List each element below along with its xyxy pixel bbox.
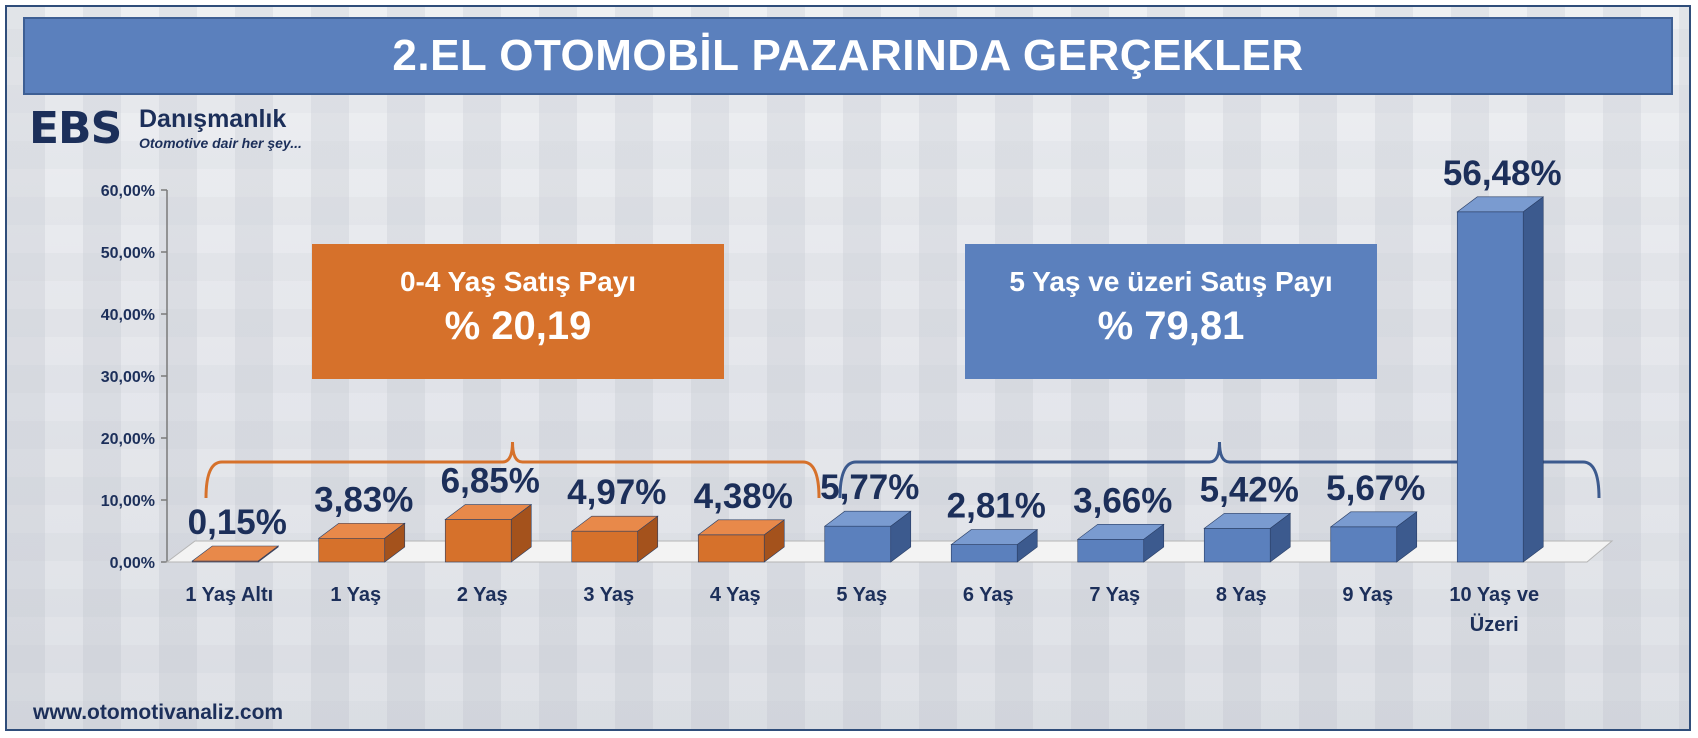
- x-tick-label: 9 Yaş: [1342, 584, 1393, 606]
- data-label: 4,97%: [567, 473, 666, 512]
- data-label: 3,83%: [314, 480, 413, 519]
- bar: [317, 522, 406, 563]
- y-tick-label: 30,00%: [101, 369, 155, 386]
- bar-front: [571, 530, 639, 563]
- bar: [1456, 196, 1545, 563]
- chart-title: 2.EL OTOMOBİL PAZARINDA GERÇEKLER: [392, 31, 1304, 80]
- chart-frame: 2.EL OTOMOBİL PAZARINDA GERÇEKLER EBS Da…: [5, 5, 1691, 731]
- logo-tagline: Otomotive dair her şey...: [139, 135, 302, 151]
- bar: [1203, 512, 1292, 563]
- bar-side: [637, 515, 659, 563]
- bar-chart: 0,00% 10,00% 20,00% 30,00% 40,00% 50,00% 60,00…: [101, 154, 1614, 636]
- bar: [444, 503, 533, 563]
- group-box-5-plus: 5 Yaş ve üzeri Satış Payı % 79,81: [965, 244, 1377, 379]
- group-label-0-4: 0-4 Yaş Satış Payı: [399, 266, 637, 297]
- group-box-0-4: 0-4 Yaş Satış Payı % 20,19: [312, 244, 724, 379]
- data-label: 0,15%: [188, 503, 287, 542]
- data-label: 56,48%: [1443, 154, 1562, 193]
- bar: [1076, 523, 1165, 563]
- bar: [1329, 511, 1418, 563]
- x-tick-label: 7 Yaş: [1089, 584, 1140, 606]
- x-tick-label: 6 Yaş: [963, 584, 1014, 606]
- group-value-5-plus: % 79,81: [1097, 304, 1245, 348]
- bar-side: [384, 522, 406, 563]
- data-label: 5,42%: [1200, 470, 1299, 509]
- data-label: 2,81%: [947, 487, 1046, 526]
- group-value-0-4: % 20,19: [444, 304, 592, 348]
- bar: [191, 545, 280, 563]
- x-tick-label: 1 Yaş: [330, 584, 381, 606]
- title-banner: 2.EL OTOMOBİL PAZARINDA GERÇEKLER: [23, 17, 1673, 95]
- data-label: 3,66%: [1073, 481, 1172, 520]
- bar-side: [257, 545, 279, 563]
- logo-brand: EBS: [29, 103, 122, 154]
- group-label-5-plus: 5 Yaş ve üzeri Satış Payı: [1009, 266, 1333, 297]
- y-tick-label: 20,00%: [101, 431, 155, 448]
- x-tick-label: 3 Yaş: [583, 584, 634, 606]
- x-tick-label: 4 Yaş: [710, 584, 761, 606]
- y-axis: 0,00% 10,00% 20,00% 30,00% 40,00% 50,00% 60,00…: [101, 183, 168, 572]
- bar-side: [1269, 512, 1291, 563]
- bar-side: [1016, 528, 1038, 563]
- data-label: 5,77%: [820, 468, 919, 507]
- bars: [191, 196, 1545, 563]
- bar-side: [890, 510, 912, 563]
- x-tick-label: 10 Yaş ve Üzeri: [1449, 584, 1539, 636]
- bar-side: [510, 503, 532, 563]
- bar-side: [1396, 511, 1418, 563]
- bar: [823, 510, 912, 563]
- data-label: 5,67%: [1326, 469, 1425, 508]
- bar-front: [1456, 211, 1524, 563]
- y-tick-label: 50,00%: [101, 245, 155, 262]
- bar-front: [1203, 528, 1271, 563]
- logo-name: Danışmanlık: [139, 105, 287, 133]
- labels: 0,15% 1 Yaş Altı 3,83% 1 Yaş 6,85% 2 Yaş 4,97%…: [185, 154, 1561, 636]
- bar-front: [1330, 526, 1398, 563]
- bar-side: [1143, 523, 1165, 563]
- bar-front: [444, 519, 512, 563]
- y-tick-label: 0,00%: [110, 555, 155, 572]
- data-label: 6,85%: [441, 462, 540, 501]
- bar: [697, 519, 786, 563]
- y-tick-label: 60,00%: [101, 183, 155, 200]
- bar-front: [824, 525, 892, 563]
- bar-front: [697, 534, 765, 563]
- y-tick-label: 40,00%: [101, 307, 155, 324]
- y-tick-label: 10,00%: [101, 493, 155, 510]
- brace-5-plus: [838, 441, 1601, 499]
- x-tick-label: 8 Yaş: [1216, 584, 1267, 606]
- bar: [950, 528, 1039, 563]
- data-label: 4,38%: [694, 477, 793, 516]
- bar-front: [950, 544, 1018, 563]
- bar-front: [1077, 539, 1145, 563]
- bar-side: [763, 519, 785, 563]
- x-tick-label: 1 Yaş Altı: [185, 584, 273, 606]
- x-tick-label: 2 Yaş: [457, 584, 508, 606]
- bar-front: [318, 537, 386, 563]
- bar: [570, 515, 659, 563]
- bar-side: [1522, 196, 1544, 563]
- x-tick-label: 5 Yaş: [836, 584, 887, 606]
- background-parking-lot-image: [7, 7, 1689, 729]
- group-braces: [204, 441, 1601, 499]
- brace-0-4: [204, 441, 821, 499]
- website-url: www.otomotivanaliz.com: [33, 701, 284, 724]
